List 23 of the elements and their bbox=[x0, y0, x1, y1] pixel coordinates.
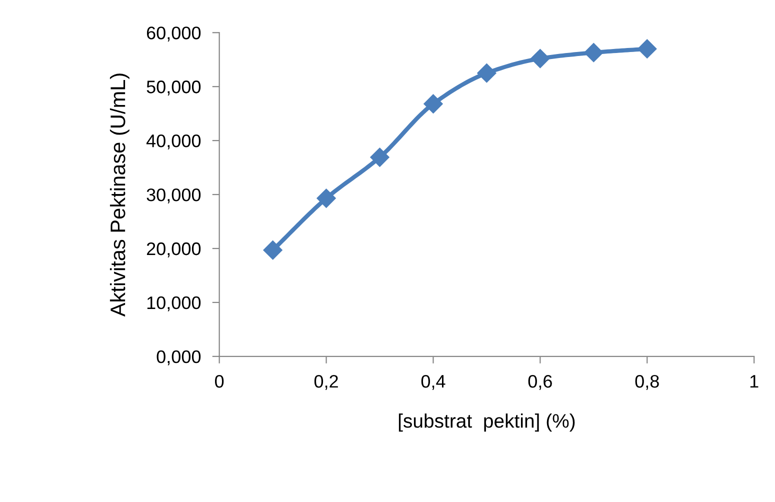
y-tick-label: 20,000 bbox=[146, 242, 201, 258]
point bbox=[370, 148, 390, 167]
point bbox=[584, 43, 604, 62]
point bbox=[424, 94, 443, 114]
x-tick-label: 1 bbox=[750, 375, 758, 388]
y-tick-label: 0,000 bbox=[156, 350, 201, 366]
point bbox=[263, 240, 282, 260]
x-tick-label: 0,6 bbox=[528, 374, 552, 390]
y-tick-label: 30,000 bbox=[146, 188, 201, 204]
y-tick-label: 60,000 bbox=[146, 26, 201, 42]
point bbox=[638, 39, 657, 58]
x-axis-title: [substrat pektin] (%) bbox=[398, 414, 575, 432]
y-axis-title: Aktivitas Pektinase (U/mL) bbox=[110, 74, 130, 317]
x-tick-label: 0,4 bbox=[421, 374, 446, 390]
point bbox=[316, 188, 336, 208]
point bbox=[530, 49, 550, 68]
point bbox=[477, 64, 496, 83]
x-tick-label: 0,8 bbox=[635, 374, 659, 390]
y-tick-label: 40,000 bbox=[146, 134, 201, 150]
y-tick-label: 10,000 bbox=[147, 296, 201, 312]
y-tick-label: 50,000 bbox=[146, 80, 201, 96]
x-tick-label: 0,2 bbox=[314, 374, 338, 390]
x-tick-label: 0 bbox=[215, 374, 224, 388]
